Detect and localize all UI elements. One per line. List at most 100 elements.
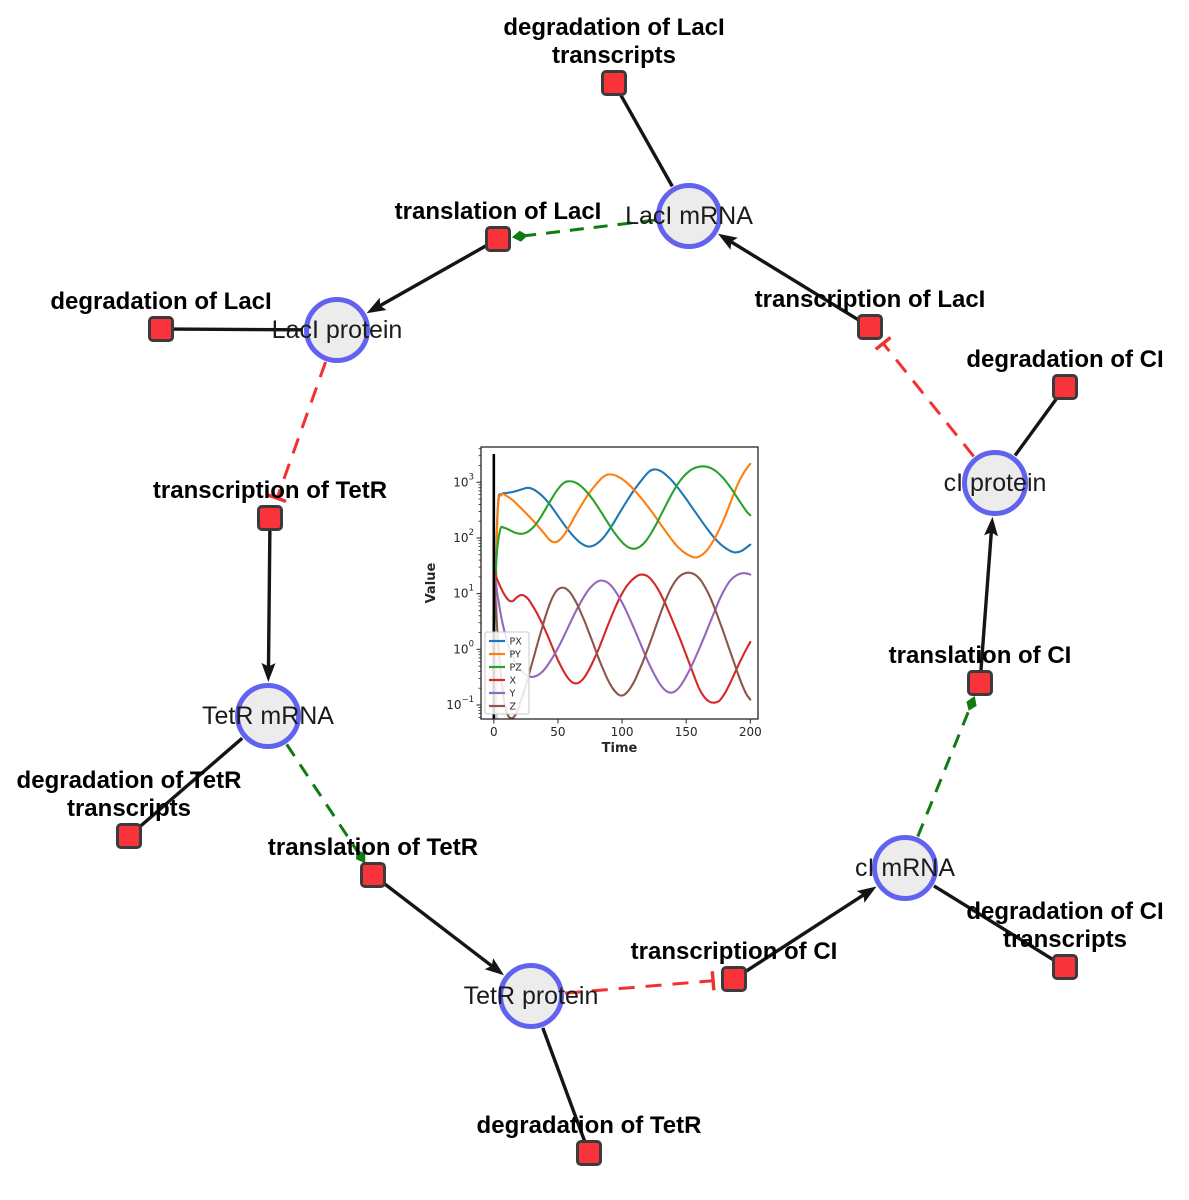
reaction-node-deg-ci-tx [1052,954,1078,980]
reaction-node-deg-laci-tx [601,70,627,96]
product-arrowhead-icon [984,516,998,537]
edge-translation-laci-laci-protein [366,243,488,314]
species-node-ci-protein [962,450,1028,516]
reaction-label-line: degradation of LacI [503,14,725,41]
reaction-node-transcription-tetr [257,505,283,531]
series-line-px [492,468,752,634]
species-label-laci-mrna: LacI mRNA [625,202,753,230]
species-node-laci-protein [304,297,370,363]
species-node-tetr-protein [498,963,564,1029]
reaction-node-transcription-laci [857,314,883,340]
reaction-node-translation-laci [485,226,511,252]
edge-ci-protein-transcription-laci [874,336,975,458]
legend-label: Z [510,702,517,713]
reaction-node-deg-tetr-tx [116,823,142,849]
edge-ci-mrna-translation-ci [916,696,977,838]
reaction-label-line: translation of LacI [394,198,602,225]
edge-transcription-tetr-tetr-mrna [261,530,276,682]
edge-tetr-protein-deg-tetr [541,1027,587,1142]
reaction-label-line: transcripts [551,42,677,69]
reaction-label-line: translation of TetR [267,834,479,861]
reaction-label-line: degradation of LacI [50,288,272,315]
edge-laci-protein-deg-laci [173,327,304,332]
reaction-label-line: transcripts [1002,926,1128,953]
edge-ci-mrna-deg-ci-tx [933,884,1055,962]
product-arrowhead-icon [261,662,276,682]
species-node-laci-mrna [656,183,722,249]
x-tick-label: 50 [550,725,565,739]
reaction-label-translation-tetr: translation of TetR [268,834,478,862]
x-tick-label: 150 [675,725,698,739]
reaction-label-line: transcription of LacI [754,286,986,313]
species-label-laci-protein: LacI protein [271,316,403,344]
edge-translation-ci-ci-protein [979,516,998,671]
series-line-py [492,462,752,651]
reaction-node-translation-ci [967,670,993,696]
reaction-label-line: degradation of TetR [476,1112,702,1139]
reaction-label-line: translation of CI [888,642,1072,669]
reaction-label-transcription-tetr: transcription of TetR [153,477,387,505]
inhibition-tbar-icon [710,971,716,991]
legend-label: PY [510,650,522,661]
reaction-node-deg-tetr [576,1140,602,1166]
reaction-label-deg-tetr: degradation of TetR [477,1112,702,1140]
species-label-tetr-mrna: TetR mRNA [202,702,334,730]
legend-entry-x: X [489,676,517,687]
legend: PX PY PZ XYZ [484,631,530,715]
product-arrowhead-icon [484,958,504,976]
product-arrowhead-icon [856,886,877,903]
reaction-node-transcription-ci [721,966,747,992]
series-line-pz [492,465,752,651]
reaction-label-line: transcription of TetR [152,477,388,504]
y-tick-label: 103 [453,472,474,489]
reaction-label-transcription-ci: transcription of CI [631,938,838,966]
reaction-label-transcription-laci: transcription of LacI [755,286,986,314]
reaction-label-deg-laci-tx: degradation of LacI transcripts [503,14,724,70]
y-tick-label: 101 [453,584,474,601]
modifier-arrowhead-icon [511,230,528,242]
product-arrowhead-icon [718,233,738,250]
inhibition-tbar-icon [267,493,287,504]
inhibition-tbar-icon [874,336,892,351]
reaction-label-line: transcripts [66,795,192,822]
legend-label: X [510,676,517,687]
reaction-node-deg-laci [148,316,174,342]
reaction-label-deg-ci: degradation of CI [966,346,1163,374]
reaction-label-line: transcription of CI [630,938,838,965]
legend-label: Y [509,689,516,700]
legend-entry-y: Y [489,689,516,700]
series-curves [492,462,752,719]
y-tick-label: 10−1 [446,695,474,712]
legend-label: PZ [510,663,523,674]
reaction-node-deg-ci [1052,374,1078,400]
edge-laci-mrna-deg-laci-tx [618,93,674,188]
x-axis-label: Time [602,741,638,756]
x-tick-label: 0 [490,725,498,739]
edge-translation-tetr-tetr-protein [382,881,504,976]
x-tick-label: 100 [611,725,634,739]
edge-ci-protein-deg-ci [1013,396,1059,457]
legend-entry-z: Z [489,702,517,713]
species-label-ci-protein: cI protein [943,469,1047,497]
y-axis-label: Value [424,562,439,603]
y-axis-ticks: 103 102 101 100 10−1 [446,448,481,718]
legend-entry-px: PX [489,637,522,648]
edge-tetr-mrna-translation-tetr [285,743,366,864]
legend-entry-py: PY [489,650,521,661]
reaction-label-line: degradation of CI [966,898,1164,925]
reaction-label-deg-tetr-tx: degradation of TetR transcripts [17,767,242,823]
plot-frame [480,446,759,720]
species-node-tetr-mrna [235,683,301,749]
edge-tetr-mrna-deg-tetr-tx [137,736,244,829]
edge-laci-protein-transcription-tetr [267,361,327,504]
edge-tetr-protein-transcription-ci [564,971,716,995]
reaction-label-translation-laci: translation of LacI [395,198,602,226]
reaction-label-deg-laci: degradation of LacI [50,288,271,316]
species-label-ci-mrna: cI mRNA [855,854,955,882]
species-label-tetr-protein: TetR protein [463,982,599,1010]
y-tick-label: 102 [453,528,474,545]
series-line-x [492,570,752,704]
modifier-arrowhead-icon [966,696,977,711]
